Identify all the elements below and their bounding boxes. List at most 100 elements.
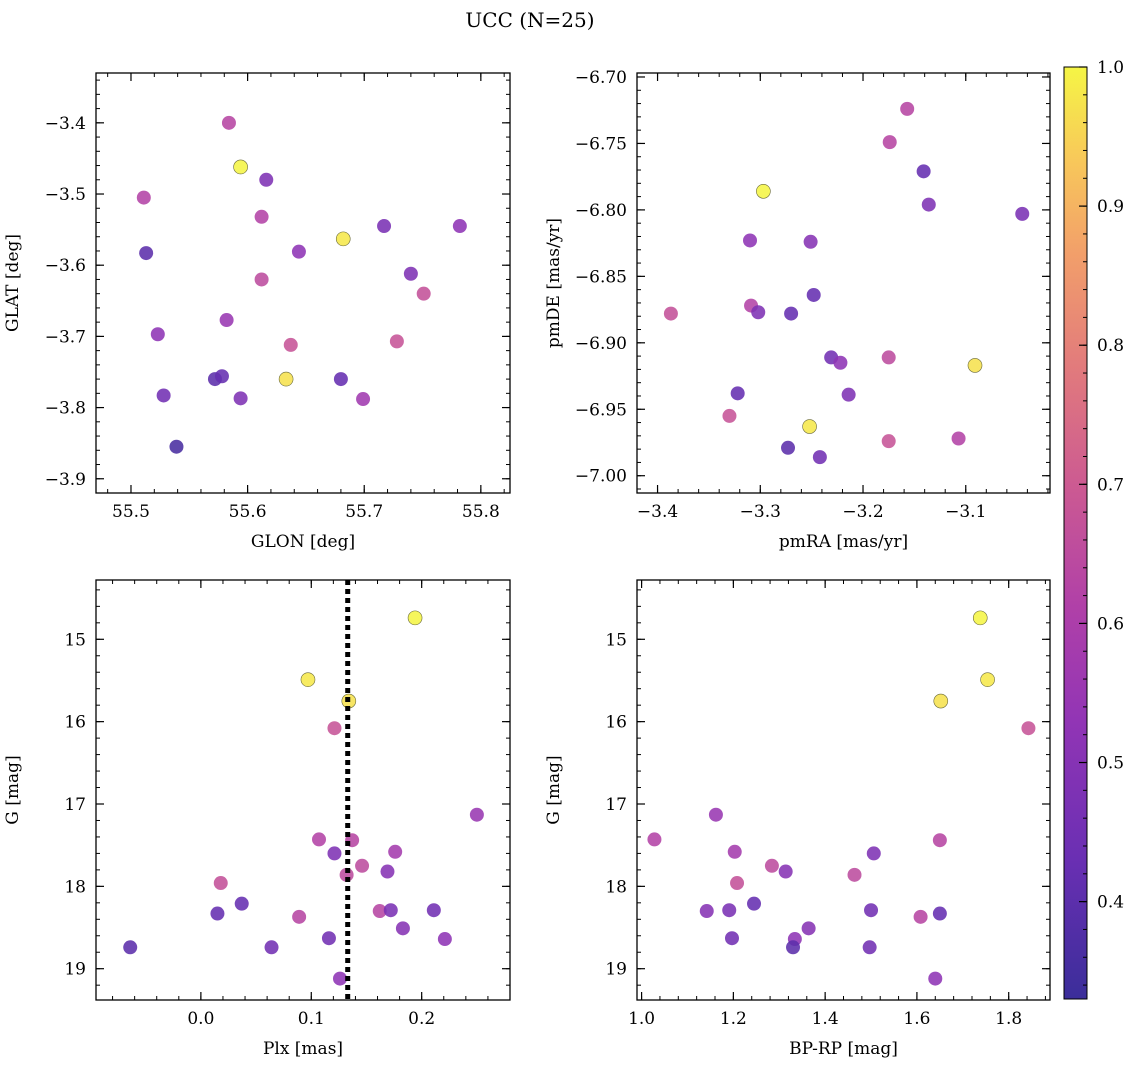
scatter-point	[724, 931, 739, 946]
x-tick-label: 55.5	[112, 502, 150, 522]
x-tick-label: −3.2	[842, 502, 883, 522]
scatter-point	[264, 940, 279, 955]
plot-area	[636, 579, 1051, 1001]
x-tick-label: 55.6	[229, 502, 267, 522]
x-tick-label: 0.0	[187, 1009, 214, 1029]
y-tick-label: 16	[605, 713, 627, 733]
scatter-point	[356, 392, 371, 407]
x-tick-label: 55.7	[345, 502, 383, 522]
scatter-point	[327, 721, 342, 736]
x-tick-label: 0.2	[408, 1009, 435, 1029]
y-tick-label: 15	[605, 630, 627, 650]
x-tick-label: 1.2	[720, 1009, 747, 1029]
y-axis-label: G [mag]	[3, 755, 23, 824]
colorbar-gradient	[1063, 66, 1088, 1000]
y-tick-label: −7.00	[575, 467, 627, 487]
scatter-point	[283, 337, 298, 352]
y-tick-label: −6.85	[575, 267, 627, 287]
colorbar-tick-label: 0.5	[1097, 754, 1124, 774]
scatter-point	[802, 419, 817, 434]
scatter-point	[139, 246, 154, 261]
y-tick-label: 17	[605, 795, 627, 815]
scatter-point	[699, 904, 714, 919]
scatter-point	[377, 219, 392, 234]
scatter-point	[452, 219, 467, 234]
scatter-point	[764, 858, 779, 873]
scatter-point	[372, 904, 387, 919]
scatter-point	[841, 387, 856, 402]
scatter-point	[778, 864, 793, 879]
scatter-point	[756, 183, 771, 199]
x-tick-label: 1.4	[812, 1009, 839, 1029]
scatter-point	[806, 287, 821, 302]
scatter-point	[913, 909, 928, 924]
scatter-point	[383, 903, 398, 918]
scatter-point	[747, 896, 762, 911]
scatter-point	[833, 355, 848, 370]
y-tick-label: −3.6	[45, 256, 86, 276]
scatter-point	[292, 909, 307, 924]
y-tick-label: −3.4	[45, 114, 86, 134]
scatter-point	[951, 431, 966, 446]
scatter-panel-1: 55.5 55.6 55.7 55.8 −3.9 −3.8 −3.7 −3.6 −3.5 −3.4…	[3, 72, 511, 552]
scatter-point	[932, 833, 947, 848]
scatter-point	[862, 940, 877, 955]
scatter-point	[1021, 721, 1036, 736]
scatter-point	[469, 807, 484, 822]
colorbar-tick-label: 0.4	[1097, 893, 1124, 913]
scatter-point	[150, 327, 165, 342]
scatter-point	[722, 903, 737, 918]
scatter-point	[727, 844, 742, 859]
colorbar-tick-label: 0.8	[1097, 336, 1124, 356]
colorbar-tick-label: 1.0	[1097, 58, 1124, 78]
scatter-point	[395, 921, 410, 936]
y-axis-label: GLAT [deg]	[3, 234, 23, 332]
scatter-point	[967, 358, 983, 373]
scatter-point	[234, 896, 249, 911]
colorbar-tick-label: 0.6	[1097, 614, 1124, 634]
y-tick-label: −3.5	[45, 185, 86, 205]
colorbar-tick-label: 0.7	[1097, 475, 1124, 495]
x-axis-label: BP-RP [mag]	[789, 1039, 898, 1059]
scatter-point	[213, 876, 228, 891]
scatter-point	[647, 832, 662, 847]
scatter-point	[312, 832, 327, 847]
scatter-panel-2: −3.4 −3.3 −3.2 −3.1 −7.00 −6.95 −6.90 −6.85 −6.8…	[544, 68, 1051, 552]
x-tick-label: −3.4	[637, 502, 678, 522]
scatter-point	[803, 234, 818, 249]
y-tick-label: 18	[605, 877, 627, 897]
x-axis-label: GLON [deg]	[251, 532, 355, 552]
x-axis-label: Plx [mas]	[263, 1039, 343, 1059]
scatter-point	[663, 306, 678, 321]
y-tick-label: −6.90	[575, 334, 627, 354]
x-tick-label: 0.1	[298, 1009, 325, 1029]
y-tick-label: −6.95	[575, 400, 627, 420]
y-axis-label: G [mag]	[544, 755, 564, 824]
scatter-point	[388, 844, 403, 859]
colorbar-ticks: 0.4 0.5 0.6 0.7 0.8 0.9 1.0	[1079, 58, 1124, 986]
scatter-point	[259, 172, 274, 187]
scatter-point	[426, 903, 441, 918]
y-tick-label: −6.70	[575, 68, 627, 88]
scatter-point	[210, 906, 225, 921]
panels: 55.5 55.6 55.7 55.8 −3.9 −3.8 −3.7 −3.6 −3.5 −3.4…	[3, 68, 1051, 1059]
y-tick-label: −3.9	[45, 470, 86, 490]
scatter-point	[812, 450, 827, 465]
scatter-point	[881, 434, 896, 449]
y-tick-label: 15	[64, 630, 86, 650]
scatter-point	[254, 272, 269, 287]
x-tick-label: 1.6	[903, 1009, 930, 1029]
y-tick-label: 18	[64, 877, 86, 897]
scatter-point	[327, 846, 342, 861]
scatter-point	[233, 159, 248, 175]
plot-area	[636, 72, 1051, 494]
scatter-point	[916, 164, 931, 179]
y-tick-label: 19	[64, 960, 86, 980]
scatter-point	[751, 305, 766, 320]
scatter-point	[784, 306, 799, 321]
scatter-point	[928, 971, 943, 986]
scatter-point	[921, 197, 936, 212]
scatter-point	[407, 610, 423, 626]
scatter-point	[389, 334, 404, 349]
